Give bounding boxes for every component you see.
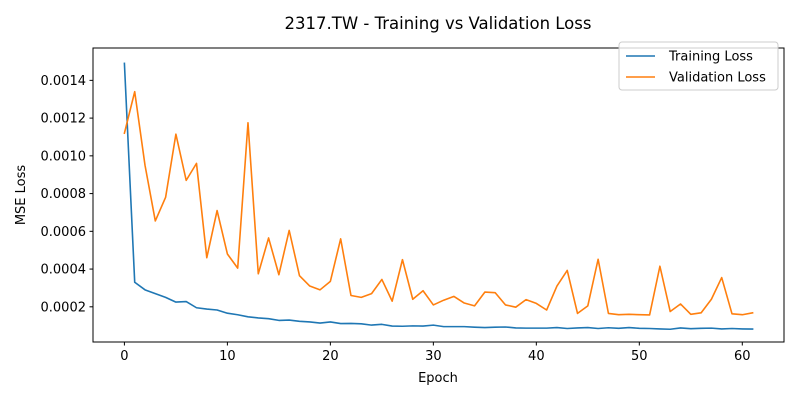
x-tick-label: 30 [425, 349, 442, 364]
series-line-validation-loss [123, 90, 754, 316]
x-tick-label: 50 [631, 349, 648, 364]
legend-label-training-loss: Training Loss [668, 50, 753, 65]
series-layer [123, 62, 754, 331]
y-axis-ticks: 0.0002 0.0004 0.0006 0.0008 0.0010 0.0012 0.00… [41, 74, 93, 315]
y-tick-label: 0.0002 [41, 300, 87, 315]
y-tick-label: 0.0008 [41, 187, 87, 202]
chart-title: 2317.TW - Training vs Validation Loss [285, 14, 592, 33]
x-tick-label: 20 [322, 349, 339, 364]
x-tick-label: 60 [734, 349, 751, 364]
x-axis-label: Epoch [418, 371, 458, 386]
x-axis-ticks: 0 10 20 30 40 50 60 [120, 342, 751, 364]
legend-frame [618, 41, 779, 91]
x-tick-label: 40 [528, 349, 545, 364]
y-tick-label: 0.0004 [41, 263, 87, 278]
plot-area-frame [92, 47, 785, 343]
y-axis-label: MSE Loss [14, 165, 29, 226]
series-line-training-loss [123, 62, 754, 331]
y-tick-label: 0.0012 [41, 112, 87, 127]
y-tick-label: 0.0010 [41, 149, 87, 164]
y-tick-label: 0.0014 [41, 74, 87, 89]
legend: Training Loss Validation Loss [618, 41, 779, 91]
y-tick-label: 0.0006 [41, 225, 87, 240]
x-tick-label: 0 [120, 349, 128, 364]
legend-label-validation-loss: Validation Loss [669, 71, 766, 86]
x-tick-label: 10 [219, 349, 236, 364]
